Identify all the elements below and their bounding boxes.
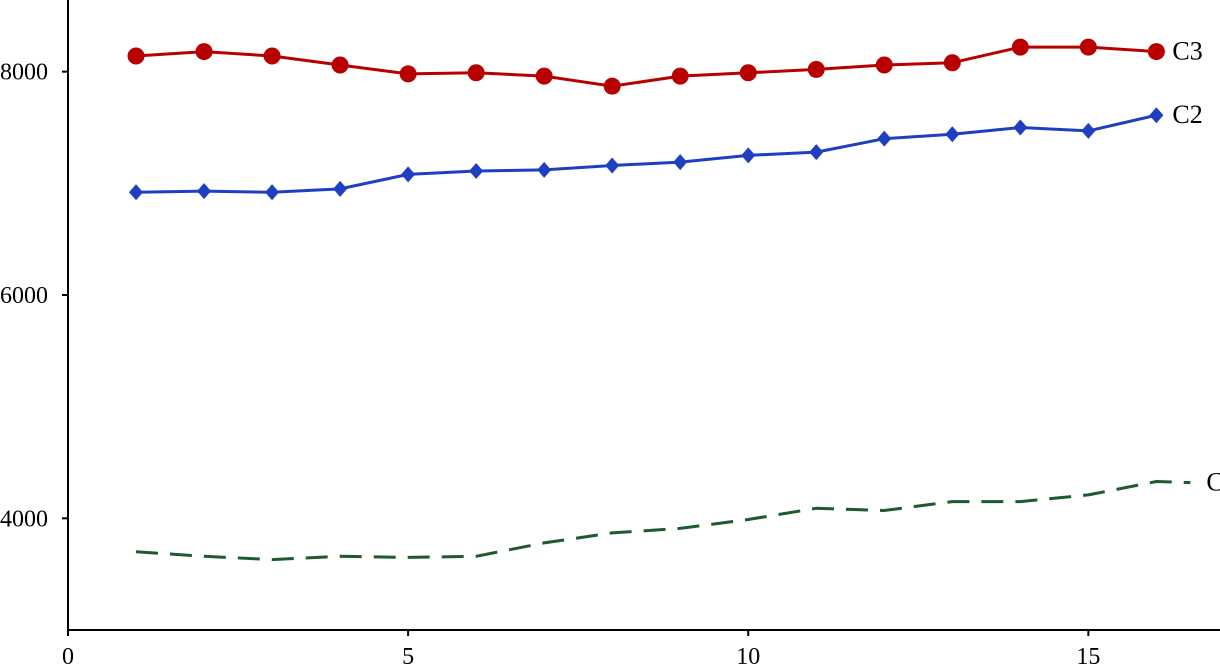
ticks: 0 5 10 15 4000 6000 8000: [0, 60, 1100, 665]
y-tick-label: 4000: [0, 506, 48, 532]
x-tick-label: 15: [1076, 644, 1100, 665]
series-labels: C3 C2 C1: [1172, 37, 1220, 497]
y-tick-label: 8000: [0, 60, 48, 86]
data-point-c3: [399, 65, 417, 83]
data-point-c2: [333, 180, 348, 197]
data-point-c2: [1149, 107, 1164, 124]
data-point-c3: [467, 64, 485, 82]
series-c3: [127, 38, 1165, 95]
series-label-c2: C2: [1172, 100, 1202, 129]
axes: [67, 0, 1220, 631]
data-point-c3: [603, 77, 621, 95]
data-point-c2: [605, 157, 620, 174]
data-point-c3: [1079, 38, 1097, 56]
data-point-c3: [535, 67, 553, 85]
data-point-c3: [1011, 38, 1029, 56]
series-label-c1: C1: [1206, 468, 1220, 497]
data-point-c2: [537, 161, 552, 178]
data-point-c3: [127, 47, 145, 65]
data-point-c2: [469, 163, 484, 180]
series-label-c3: C3: [1172, 37, 1202, 66]
data-point-c2: [129, 184, 144, 201]
x-tick-label: 10: [736, 644, 760, 665]
series-group: [127, 38, 1191, 562]
data-point-c3: [671, 67, 689, 85]
x-tick-label: 0: [62, 644, 74, 665]
data-point-c3: [1147, 43, 1165, 61]
data-point-c3: [875, 56, 893, 74]
data-point-c2: [673, 154, 688, 171]
data-point-c2: [197, 183, 212, 200]
series-line-c1: [135, 480, 1191, 562]
series-line-c3: [135, 45, 1157, 88]
series-c1: [135, 480, 1191, 562]
series-c2: [129, 107, 1164, 201]
data-point-c2: [401, 166, 416, 183]
data-point-c2: [1081, 122, 1096, 139]
data-point-c3: [739, 64, 757, 82]
data-point-c3: [263, 47, 281, 65]
y-tick-label: 6000: [0, 283, 48, 309]
data-point-c3: [195, 43, 213, 61]
data-point-c2: [945, 126, 960, 143]
data-point-c2: [809, 144, 824, 161]
series-line-c2: [135, 113, 1157, 194]
data-point-c2: [1013, 119, 1028, 136]
data-point-c3: [807, 60, 825, 78]
data-point-c2: [741, 147, 756, 164]
x-tick-label: 5: [402, 644, 414, 665]
data-point-c2: [265, 184, 280, 201]
data-point-c3: [331, 56, 349, 74]
data-point-c2: [877, 130, 892, 147]
data-point-c3: [943, 54, 961, 72]
